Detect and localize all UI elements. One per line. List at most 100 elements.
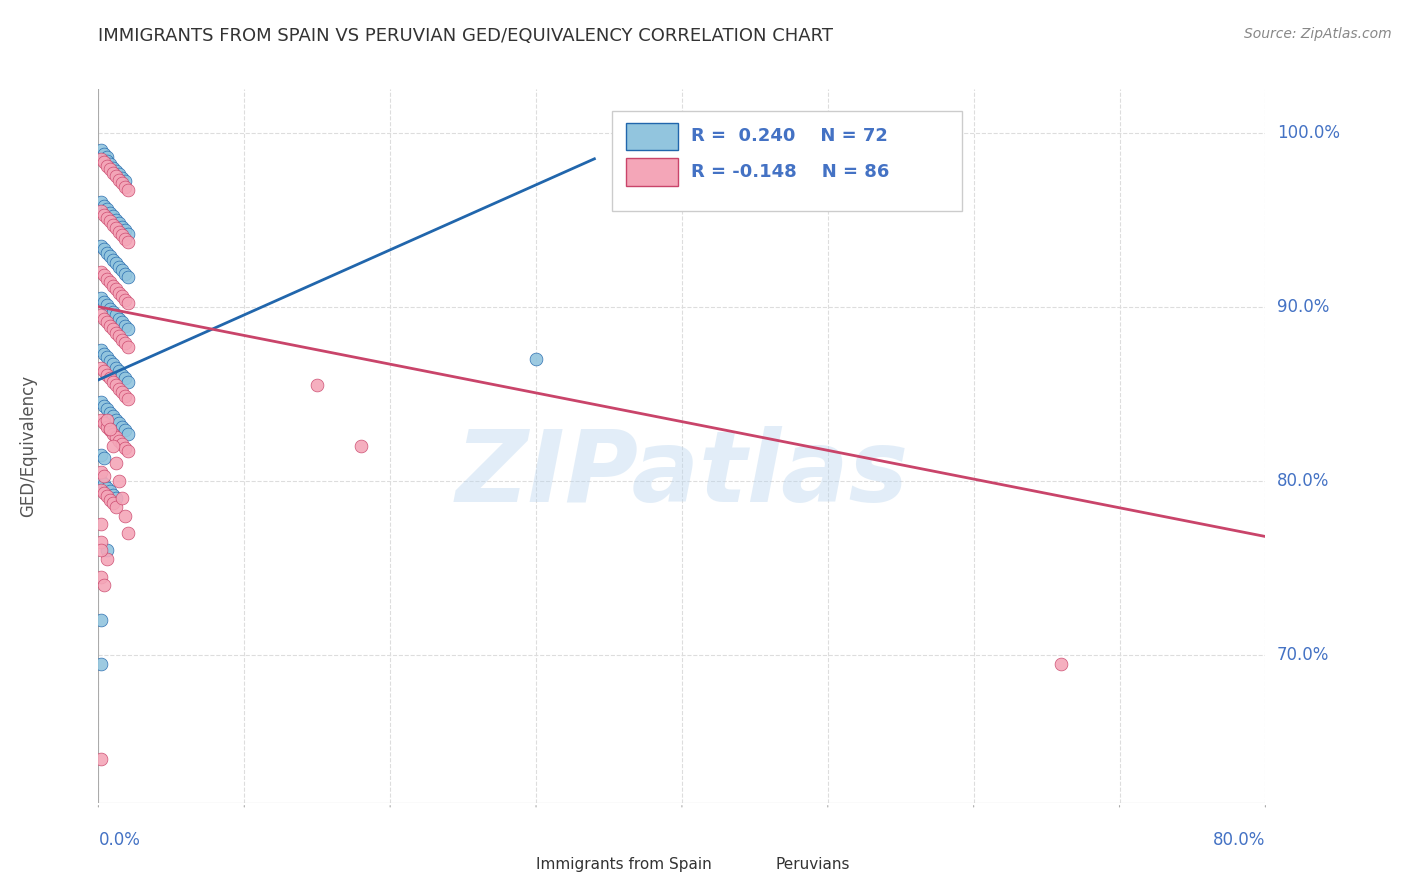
Point (1050, 657, 1073, 671)
Point (114, 336, 136, 351)
Point (96, 315, 118, 329)
Point (101, 209, 124, 223)
Point (104, 212, 127, 227)
Point (93, 207, 115, 221)
Point (96, 552, 118, 566)
Point (98, 423, 121, 437)
Point (117, 526, 139, 541)
Point (111, 176, 134, 190)
Text: Source: ZipAtlas.com: Source: ZipAtlas.com (1244, 27, 1392, 41)
Point (93, 399, 115, 413)
Point (101, 218, 124, 232)
Point (101, 305, 124, 319)
Point (90, 152, 112, 166)
Point (96, 481, 118, 495)
Point (101, 278, 124, 293)
Point (350, 439, 373, 453)
Point (93, 417, 115, 431)
Text: 70.0%: 70.0% (1277, 646, 1330, 664)
FancyBboxPatch shape (612, 111, 962, 211)
Point (90, 291, 112, 305)
Point (108, 285, 131, 300)
Text: 80.0%: 80.0% (1277, 472, 1330, 490)
Point (93, 155, 115, 169)
Point (93, 451, 115, 466)
Point (108, 417, 131, 431)
Point (108, 329, 131, 343)
Point (96, 413, 118, 427)
Point (101, 322, 124, 336)
Point (101, 166, 124, 180)
Point (98, 353, 121, 368)
Point (90, 343, 112, 358)
Point (98, 214, 121, 228)
Point (93, 294, 115, 309)
Point (104, 378, 127, 392)
Point (96, 245, 118, 260)
Point (96, 368, 118, 382)
Point (98, 162, 121, 177)
Point (90, 517, 112, 532)
Point (111, 437, 134, 451)
Point (98, 406, 121, 420)
Point (96, 153, 118, 168)
Point (98, 157, 121, 171)
Point (114, 423, 136, 437)
Point (98, 206, 121, 220)
Point (111, 263, 134, 277)
Point (101, 409, 124, 424)
Point (117, 270, 139, 285)
Point (90, 204, 112, 219)
Point (101, 357, 124, 371)
Text: Immigrants from Spain: Immigrants from Spain (536, 857, 711, 872)
Point (104, 413, 127, 427)
Point (114, 232, 136, 246)
Point (96, 420, 118, 434)
Point (90, 395, 112, 409)
Point (104, 457, 127, 471)
Point (96, 211, 118, 225)
Point (101, 375, 124, 389)
Point (117, 235, 139, 250)
Point (108, 216, 131, 230)
Point (93, 364, 115, 378)
Point (114, 179, 136, 194)
Point (96, 202, 118, 217)
Point (104, 282, 127, 296)
Point (117, 227, 139, 241)
Point (101, 252, 124, 267)
Point (90, 657, 112, 671)
Point (104, 309, 127, 323)
Point (108, 260, 131, 274)
Point (101, 488, 124, 502)
Point (114, 174, 136, 188)
Point (96, 159, 118, 173)
Point (111, 315, 134, 329)
Point (96, 350, 118, 364)
Point (98, 421, 121, 435)
Point (98, 484, 121, 499)
Point (104, 500, 127, 514)
Point (98, 276, 121, 290)
Point (104, 169, 127, 184)
Point (117, 426, 139, 441)
Point (93, 347, 115, 361)
Point (111, 368, 134, 382)
Point (93, 486, 115, 500)
Point (90, 465, 112, 479)
Text: GED/Equivalency: GED/Equivalency (20, 375, 38, 517)
Text: Peruvians: Peruvians (775, 857, 849, 872)
Point (93, 199, 115, 213)
Point (111, 385, 134, 400)
Point (98, 249, 121, 263)
Point (96, 402, 118, 417)
Text: IMMIGRANTS FROM SPAIN VS PERUVIAN GED/EQUIVALENCY CORRELATION CHART: IMMIGRANTS FROM SPAIN VS PERUVIAN GED/EQ… (98, 27, 834, 45)
Point (93, 477, 115, 491)
Point (117, 340, 139, 354)
Point (90, 265, 112, 279)
Point (90, 195, 112, 210)
Point (96, 298, 118, 312)
Point (104, 430, 127, 444)
Text: 0.0%: 0.0% (98, 830, 141, 848)
Point (111, 171, 134, 186)
